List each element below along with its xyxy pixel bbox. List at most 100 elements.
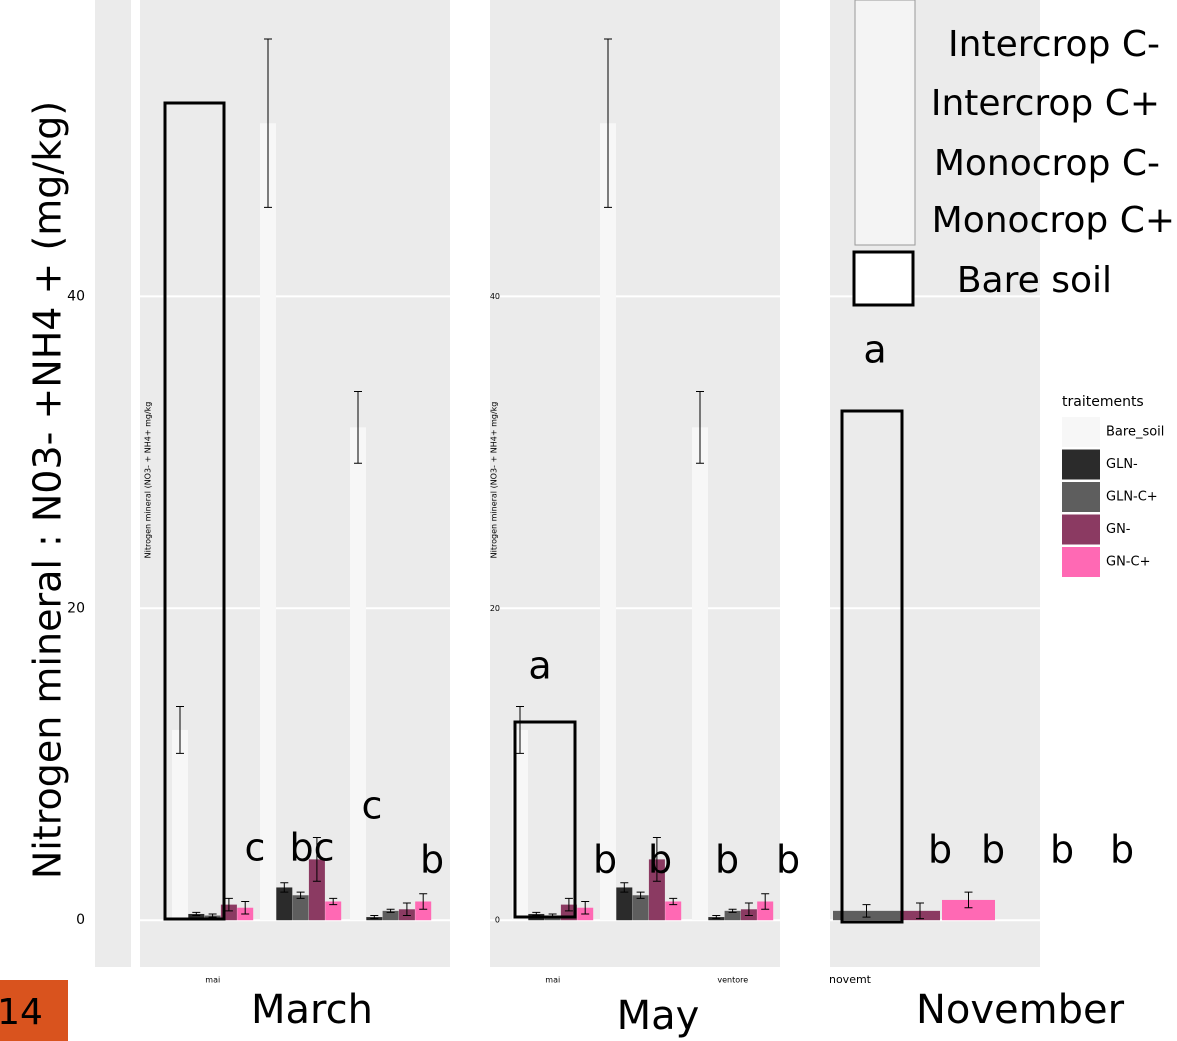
legend-overlay: Monocrop C+: [932, 200, 1175, 241]
x-tick-label: mai: [545, 976, 560, 985]
bar: [325, 901, 342, 921]
bar: [276, 887, 293, 921]
legend-label: GN-C+: [1106, 555, 1150, 570]
y-tick-label: 20: [490, 604, 500, 613]
bar: [757, 901, 774, 921]
x-tick-label: mai: [205, 976, 220, 985]
error-bar: [370, 915, 379, 920]
significance-letter: c: [362, 784, 383, 828]
significance-letter: bc: [289, 826, 334, 870]
bar: [172, 729, 188, 921]
bar: [692, 427, 708, 921]
legend-key: [1062, 514, 1100, 545]
inner-y-title: Nitrogen mineral (NO3- + NH4+ mg/kg: [490, 402, 499, 559]
legend-overlay: Intercrop C+: [931, 83, 1160, 124]
month-label: November: [916, 987, 1125, 1033]
bar: [415, 901, 432, 921]
error-bar: [329, 897, 338, 906]
highlight-box: [513, 720, 577, 919]
significance-letter: a: [863, 328, 886, 372]
error-bar: [296, 891, 305, 899]
legend-box: [852, 250, 915, 307]
error-bar: [312, 837, 321, 882]
error-bar: [728, 908, 737, 913]
legend-label: GLN-: [1106, 457, 1138, 472]
significance-letter: b: [593, 838, 617, 882]
error-bar: [516, 706, 524, 754]
bar: [616, 887, 633, 921]
error-bar: [862, 904, 871, 918]
x-tick-label: novemt: [829, 973, 872, 986]
significance-letter: a: [528, 644, 551, 688]
bar: [942, 899, 995, 921]
bar: [648, 859, 665, 921]
error-bar: [669, 897, 678, 906]
highlight-box: [840, 409, 904, 924]
significance-letter: b: [420, 838, 444, 882]
significance-letter: b: [776, 838, 800, 882]
error-bar: [761, 893, 770, 910]
error-bar: [402, 902, 411, 917]
error-bar: [916, 902, 924, 920]
legend-key: [1062, 449, 1100, 480]
month-label: March: [251, 987, 373, 1033]
error-bar: [620, 882, 629, 893]
error-bar: [964, 891, 973, 909]
page-number-bg: [0, 980, 68, 1041]
error-bar: [652, 837, 661, 882]
bar: [260, 123, 276, 921]
error-bar: [696, 390, 704, 464]
bar: [308, 859, 325, 921]
bar: [724, 910, 741, 921]
legend-overlay: Intercrop C-: [948, 24, 1160, 65]
significance-letter: b: [1110, 828, 1134, 872]
y-tick-label: 0: [495, 916, 500, 925]
bar: [600, 123, 616, 921]
legend-key: [1062, 417, 1100, 447]
error-bar: [744, 902, 753, 917]
significance-letter: b: [928, 828, 952, 872]
y-axis-title: Nitrogen mineral : N03- +NH4 + (mg/kg): [26, 101, 70, 879]
bar: [632, 895, 649, 921]
significance-letter: b: [1050, 828, 1074, 872]
error-bar: [176, 706, 184, 754]
significance-letter: b: [715, 838, 739, 882]
y-tick-label: 40: [67, 288, 85, 304]
error-bar: [636, 891, 645, 899]
legend-title: traitements: [1062, 394, 1144, 410]
error-bar: [712, 915, 721, 920]
legend-key: [1062, 482, 1100, 512]
legend-key: [1062, 547, 1100, 577]
bar: [665, 901, 682, 921]
error-bar: [581, 900, 590, 915]
significance-letter: b: [648, 838, 672, 882]
error-bar: [604, 38, 612, 208]
bar: [350, 427, 366, 921]
error-bar: [280, 882, 289, 893]
month-label: May: [617, 993, 700, 1039]
legend-label: Bare_soil: [1106, 425, 1164, 440]
panel-strip: [95, 0, 131, 967]
significance-letter: c: [245, 826, 266, 870]
error-bar: [264, 38, 272, 208]
panel-bg: [490, 0, 780, 967]
inner-y-title: Nitrogen mineral (NO3- + NH4+ mg/kg: [144, 402, 153, 559]
bar: [382, 910, 399, 921]
page-number: 14: [0, 992, 43, 1033]
error-bar: [192, 911, 201, 917]
y-tick-label: 20: [67, 600, 85, 616]
error-bar: [419, 893, 428, 910]
error-bar: [354, 390, 362, 464]
highlight-box: [163, 101, 226, 921]
legend-overlay: Monocrop C-: [934, 143, 1160, 184]
error-bar: [241, 900, 250, 915]
error-bar: [386, 908, 395, 913]
legend-overlay: Bare soil: [957, 260, 1112, 301]
error-bar: [224, 897, 233, 912]
legend-label: GLN-C+: [1106, 490, 1158, 505]
significance-letter: b: [981, 828, 1005, 872]
bar: [292, 895, 309, 921]
y-tick-label: 0: [76, 912, 85, 928]
legend-label: GN-: [1106, 522, 1131, 537]
